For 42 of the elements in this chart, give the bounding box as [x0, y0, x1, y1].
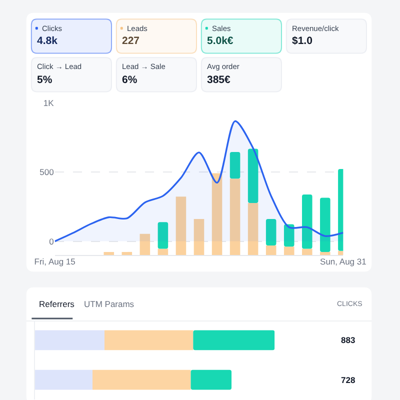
bar — [193, 330, 275, 350]
bar — [284, 224, 294, 247]
text: 4.8k — [37, 35, 58, 47]
bar — [34, 330, 104, 350]
bar — [266, 218, 276, 246]
text: 5.0k€ — [207, 35, 234, 47]
bar — [158, 222, 168, 249]
text: 6% — [122, 74, 138, 86]
bar — [190, 370, 232, 390]
bar — [140, 234, 150, 256]
bar — [320, 252, 330, 256]
text: Referrers — [39, 299, 74, 309]
x-tick-label: Fri, Aug 15 — [34, 256, 76, 267]
bar — [230, 178, 240, 256]
bar — [104, 330, 194, 350]
bar — [284, 246, 294, 256]
text: 883 — [341, 335, 356, 345]
text: 385€ — [207, 74, 231, 86]
text: 5% — [37, 74, 53, 86]
text: UTM Params — [84, 299, 134, 309]
bar — [176, 196, 186, 256]
bar — [122, 252, 132, 256]
x-tick-label: Sun, Aug 31 — [320, 256, 367, 267]
bar — [158, 248, 168, 256]
bar — [320, 198, 330, 252]
text: 728 — [341, 375, 356, 385]
bar — [212, 173, 222, 256]
bar — [194, 218, 204, 256]
bar — [104, 252, 114, 256]
y-tick-label: 1K — [43, 98, 54, 108]
y-tick-label: 500 — [40, 167, 54, 178]
bar — [92, 370, 191, 390]
y-tick-label: 0 — [49, 236, 54, 246]
bar — [266, 246, 276, 256]
bar — [302, 248, 312, 256]
text: $1.0 — [292, 35, 313, 47]
bar — [34, 370, 92, 390]
bar — [248, 148, 258, 204]
bar — [302, 194, 312, 249]
bar — [230, 152, 240, 179]
bar — [248, 203, 258, 256]
text: 227 — [122, 35, 140, 47]
